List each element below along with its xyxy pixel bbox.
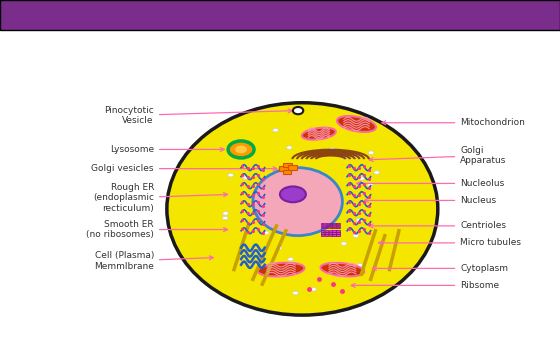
Ellipse shape <box>280 187 306 202</box>
Ellipse shape <box>287 146 292 149</box>
Ellipse shape <box>320 263 364 276</box>
FancyBboxPatch shape <box>283 163 292 167</box>
Text: Mitochondrion: Mitochondrion <box>382 118 525 127</box>
Bar <box>321 232 324 234</box>
Ellipse shape <box>258 263 305 276</box>
Text: Animal Cell: Animal Cell <box>11 6 134 25</box>
Ellipse shape <box>276 246 282 250</box>
Bar <box>325 230 328 232</box>
Ellipse shape <box>337 116 376 132</box>
Bar <box>321 225 324 226</box>
Bar <box>325 227 328 228</box>
Bar <box>336 234 339 236</box>
Bar <box>336 225 339 226</box>
Bar <box>325 225 328 226</box>
Text: Pinocytotic
Vesicle: Pinocytotic Vesicle <box>104 106 292 125</box>
Ellipse shape <box>302 128 336 140</box>
Bar <box>336 232 339 234</box>
Ellipse shape <box>228 173 234 177</box>
Text: BYJU'S: BYJU'S <box>486 7 521 17</box>
Text: Centrioles: Centrioles <box>369 221 506 231</box>
Ellipse shape <box>374 171 380 174</box>
Ellipse shape <box>337 274 343 277</box>
Bar <box>325 223 328 224</box>
FancyBboxPatch shape <box>279 166 288 171</box>
Bar <box>325 232 328 234</box>
Bar <box>333 223 336 224</box>
Bar <box>325 234 328 236</box>
Ellipse shape <box>293 291 298 295</box>
Bar <box>333 225 336 226</box>
Bar <box>329 223 332 224</box>
Bar <box>336 230 339 232</box>
Text: Golgi vesicles: Golgi vesicles <box>91 164 277 173</box>
Ellipse shape <box>273 128 278 132</box>
Bar <box>333 232 336 234</box>
Text: Golgi
Apparatus: Golgi Apparatus <box>369 146 507 165</box>
Bar <box>333 234 336 236</box>
Bar <box>321 223 324 224</box>
Text: Rough ER
(endoplasmic
recticulum): Rough ER (endoplasmic recticulum) <box>93 183 227 213</box>
Ellipse shape <box>354 154 360 158</box>
Ellipse shape <box>311 288 316 291</box>
Ellipse shape <box>263 231 269 235</box>
Ellipse shape <box>291 195 297 198</box>
Ellipse shape <box>359 177 365 180</box>
Ellipse shape <box>293 107 304 114</box>
Text: Nucleus: Nucleus <box>365 196 496 205</box>
Bar <box>329 234 332 236</box>
FancyBboxPatch shape <box>448 5 480 27</box>
Bar <box>321 234 324 236</box>
FancyBboxPatch shape <box>283 170 292 174</box>
Bar <box>321 227 324 228</box>
Bar <box>333 230 336 232</box>
Bar <box>333 227 336 228</box>
Ellipse shape <box>353 234 358 238</box>
Ellipse shape <box>288 258 293 261</box>
Text: The Learning App: The Learning App <box>482 20 525 25</box>
Ellipse shape <box>356 218 362 222</box>
Ellipse shape <box>223 212 228 215</box>
Bar <box>329 230 332 232</box>
Ellipse shape <box>228 141 254 158</box>
Ellipse shape <box>341 242 347 245</box>
FancyBboxPatch shape <box>288 166 297 170</box>
Ellipse shape <box>167 103 438 315</box>
Bar <box>329 232 332 234</box>
Text: Smooth ER
(no ribosomes): Smooth ER (no ribosomes) <box>86 220 227 239</box>
Text: Nucleolus: Nucleolus <box>357 179 505 188</box>
Ellipse shape <box>235 146 247 153</box>
Text: Micro tubules: Micro tubules <box>379 238 521 247</box>
Ellipse shape <box>253 168 342 236</box>
Ellipse shape <box>243 176 249 179</box>
Text: Cell (Plasma)
Memmlbrane: Cell (Plasma) Memmlbrane <box>94 251 213 271</box>
Ellipse shape <box>342 155 348 159</box>
Ellipse shape <box>329 148 335 151</box>
Bar <box>336 223 339 224</box>
Ellipse shape <box>368 151 374 154</box>
Bar <box>329 227 332 228</box>
Bar <box>329 225 332 226</box>
Ellipse shape <box>222 216 228 220</box>
Text: Ribsome: Ribsome <box>351 281 500 290</box>
Bar <box>321 230 324 232</box>
Ellipse shape <box>293 265 299 268</box>
Ellipse shape <box>357 264 363 267</box>
Text: Lysosome: Lysosome <box>110 145 224 154</box>
Bar <box>336 227 339 228</box>
Ellipse shape <box>367 183 373 186</box>
Text: Cytoplasm: Cytoplasm <box>372 264 508 273</box>
